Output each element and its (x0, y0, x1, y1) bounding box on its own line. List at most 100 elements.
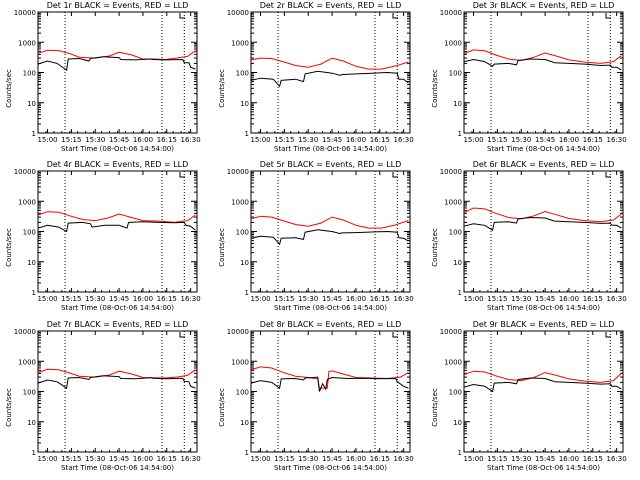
x-tick-label: 15:45 (322, 136, 342, 144)
x-tick-label: 15:45 (109, 455, 129, 463)
y-tick-label: 100 (23, 389, 36, 397)
x-tick-label: 15:30 (298, 136, 318, 144)
y-axis-label: Counts/sec (218, 69, 226, 108)
y-tick-label: 100 (23, 70, 36, 78)
series-line-red (463, 207, 622, 223)
series-line-red (37, 211, 196, 223)
x-tick-label: 16:30 (181, 455, 201, 463)
x-tick-label: 15:00 (37, 455, 57, 463)
y-tick-label: 1000 (18, 358, 36, 366)
chart-panel-7: Det 7r BLACK = Events, RED = LLD 1 10 100 10… (5, 320, 201, 472)
y-tick-label: 1 (245, 130, 249, 138)
chart-panel-8: Det 8r BLACK = Events, RED = LLD 1 10 100 10… (218, 320, 414, 472)
x-axis-label: Start Time (08-Oct-06 14:54:00) (61, 145, 174, 153)
series-line-black (37, 221, 196, 233)
plot-frame (463, 330, 624, 453)
y-tick-label: 1 (245, 289, 249, 297)
x-tick-label: 16:00 (346, 455, 366, 463)
x-tick-label: 16:30 (394, 295, 414, 303)
x-tick-label: 15:00 (37, 295, 57, 303)
x-tick-label: 15:15 (487, 455, 507, 463)
x-tick-label: 16:00 (133, 455, 153, 463)
chart-panel-1: Det 1r BLACK = Events, RED = LLD 1 10 100 10… (5, 1, 201, 153)
x-tick-label: 15:45 (535, 295, 555, 303)
x-tick-label: 16:15 (370, 295, 390, 303)
y-axis-label: Counts/sec (431, 69, 439, 108)
x-tick-label: 16:00 (133, 136, 153, 144)
y-tick-label: 1 (32, 289, 36, 297)
x-tick-label: 16:15 (370, 136, 390, 144)
x-tick-label: 15:30 (85, 455, 105, 463)
y-tick-label: 1000 (18, 39, 36, 47)
y-tick-label: 10 (453, 419, 462, 427)
x-axis-label: Start Time (08-Oct-06 14:54:00) (487, 304, 600, 312)
series-line-black (463, 58, 622, 71)
y-axis-label: Counts/sec (5, 388, 13, 427)
y-tick-label: 10000 (440, 168, 462, 176)
series-line-red (463, 49, 622, 64)
x-axis-label: Start Time (08-Oct-06 14:54:00) (61, 304, 174, 312)
x-axis-label: Start Time (08-Oct-06 14:54:00) (61, 464, 174, 472)
y-tick-label: 100 (449, 389, 462, 397)
y-axis-label: Counts/sec (431, 388, 439, 427)
y-tick-label: 1 (458, 130, 462, 138)
y-tick-label: 10000 (227, 9, 249, 17)
chart-title: Det 4r BLACK = Events, RED = LLD (47, 160, 189, 169)
x-tick-label: 15:45 (322, 295, 342, 303)
corner-marker (392, 13, 398, 19)
x-tick-label: 15:15 (61, 136, 81, 144)
x-tick-label: 15:30 (511, 295, 531, 303)
y-tick-label: 1 (458, 289, 462, 297)
corner-marker (605, 172, 611, 178)
x-tick-label: 15:15 (487, 136, 507, 144)
y-tick-label: 100 (449, 70, 462, 78)
y-tick-label: 10000 (14, 328, 36, 336)
x-tick-label: 16:15 (583, 455, 603, 463)
x-tick-label: 15:15 (274, 295, 294, 303)
y-axis-label: Counts/sec (218, 228, 226, 267)
x-tick-label: 16:15 (583, 295, 603, 303)
x-tick-label: 15:45 (535, 455, 555, 463)
corner-marker (392, 172, 398, 178)
y-tick-label: 10 (27, 259, 36, 267)
x-tick-label: 15:45 (109, 295, 129, 303)
x-tick-label: 15:15 (61, 455, 81, 463)
x-tick-label: 15:45 (109, 136, 129, 144)
plot-frame (463, 11, 624, 134)
series-line-red (37, 49, 196, 61)
y-tick-label: 1000 (444, 358, 462, 366)
y-tick-label: 100 (449, 229, 462, 237)
chart-title: Det 3r BLACK = Events, RED = LLD (473, 1, 615, 10)
x-axis-label: Start Time (08-Oct-06 14:54:00) (274, 145, 387, 153)
x-tick-label: 15:00 (463, 136, 483, 144)
corner-marker (179, 332, 185, 338)
corner-marker (605, 13, 611, 19)
y-tick-label: 1000 (231, 198, 249, 206)
corner-marker (179, 13, 185, 19)
x-tick-label: 15:30 (85, 136, 105, 144)
x-tick-label: 15:15 (61, 295, 81, 303)
chart-title: Det 6r BLACK = Events, RED = LLD (473, 160, 615, 169)
x-tick-label: 15:30 (511, 455, 531, 463)
y-tick-label: 1 (245, 449, 249, 457)
x-tick-label: 16:30 (394, 455, 414, 463)
x-tick-label: 16:30 (394, 136, 414, 144)
series-line-black (37, 375, 196, 389)
chart-panel-2: Det 2r BLACK = Events, RED = LLD 1 10 100 10… (218, 1, 414, 153)
x-tick-label: 15:00 (37, 136, 57, 144)
x-tick-label: 16:15 (157, 295, 177, 303)
x-tick-label: 16:30 (181, 295, 201, 303)
y-tick-label: 10 (240, 100, 249, 108)
x-tick-label: 15:30 (298, 455, 318, 463)
y-tick-label: 100 (236, 229, 249, 237)
x-tick-label: 15:45 (535, 136, 555, 144)
y-axis-label: Counts/sec (431, 228, 439, 267)
x-axis-label: Start Time (08-Oct-06 14:54:00) (487, 145, 600, 153)
x-tick-label: 15:30 (511, 136, 531, 144)
series-line-black (250, 70, 409, 88)
x-axis-label: Start Time (08-Oct-06 14:54:00) (274, 464, 387, 472)
plot-frame (37, 170, 198, 293)
y-tick-label: 10 (453, 100, 462, 108)
y-tick-label: 1000 (231, 358, 249, 366)
